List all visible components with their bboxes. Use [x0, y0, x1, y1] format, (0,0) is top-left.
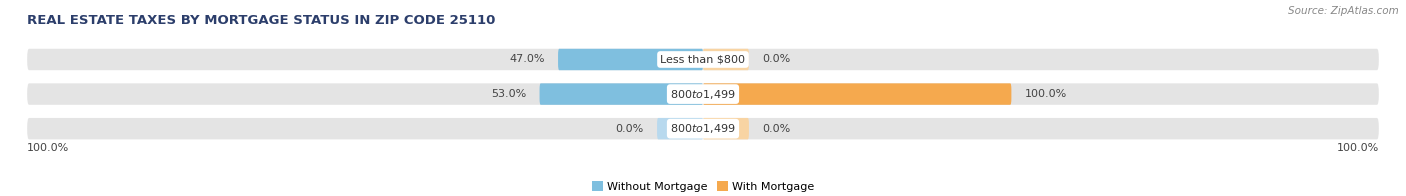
FancyBboxPatch shape — [27, 83, 1379, 105]
Text: 53.0%: 53.0% — [491, 89, 526, 99]
FancyBboxPatch shape — [558, 49, 703, 70]
FancyBboxPatch shape — [657, 118, 703, 139]
Text: 100.0%: 100.0% — [1025, 89, 1067, 99]
Text: Less than $800: Less than $800 — [661, 54, 745, 64]
FancyBboxPatch shape — [27, 49, 1379, 70]
FancyBboxPatch shape — [703, 118, 749, 139]
Text: REAL ESTATE TAXES BY MORTGAGE STATUS IN ZIP CODE 25110: REAL ESTATE TAXES BY MORTGAGE STATUS IN … — [27, 14, 495, 27]
Text: 0.0%: 0.0% — [616, 124, 644, 134]
Text: 100.0%: 100.0% — [27, 143, 69, 153]
Text: $800 to $1,499: $800 to $1,499 — [671, 88, 735, 101]
FancyBboxPatch shape — [703, 49, 749, 70]
Text: Source: ZipAtlas.com: Source: ZipAtlas.com — [1288, 6, 1399, 16]
Text: 0.0%: 0.0% — [762, 124, 790, 134]
Text: $800 to $1,499: $800 to $1,499 — [671, 122, 735, 135]
Text: 47.0%: 47.0% — [509, 54, 546, 64]
Text: 100.0%: 100.0% — [1337, 143, 1379, 153]
FancyBboxPatch shape — [27, 118, 1379, 139]
Text: 0.0%: 0.0% — [762, 54, 790, 64]
Legend: Without Mortgage, With Mortgage: Without Mortgage, With Mortgage — [592, 181, 814, 192]
FancyBboxPatch shape — [540, 83, 703, 105]
FancyBboxPatch shape — [703, 83, 1011, 105]
